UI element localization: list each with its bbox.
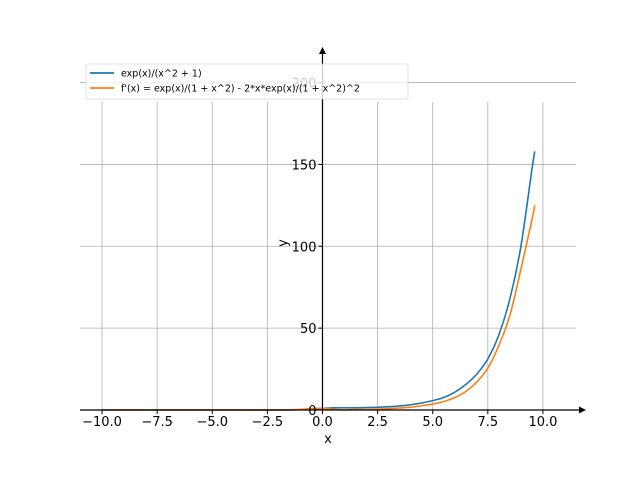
grid [80,82,576,411]
series-line-f [102,151,536,411]
y-tick-label: 50 [300,322,317,337]
x-tick-label: 2.5 [367,415,388,430]
x-tick-label: −2.5 [252,415,284,430]
x-tick-label: −5.0 [196,415,228,430]
legend-label: f'(x) = exp(x)/(1 + x^2) - 2*x*exp(x)/(1… [121,84,360,95]
y-tick-label: 150 [292,158,317,173]
series-line-fprime [102,205,536,411]
x-tick-label: −7.5 [141,415,173,430]
x-tick-label: −10.0 [82,415,122,430]
series-layer [102,151,536,411]
y-axis-arrow [318,47,326,54]
x-axis-label: x [324,432,332,447]
ticks: −10.0 −7.5 −5.0 −2.5 0.0 2.5 5.0 7.5 10.0 0 50 100 1… [82,77,557,430]
legend: exp(x)/(x^2 + 1) f'(x) = exp(x)/(1 + x^2)… [85,63,409,100]
legend-box [85,63,409,100]
legend-label: exp(x)/(x^2 + 1) [121,69,202,80]
y-axis-label: y [276,239,291,247]
x-tick-label: 0.0 [312,415,333,430]
x-tick-label: 10.0 [528,415,557,430]
y-tick-label: 100 [292,240,317,255]
x-tick-label: 7.5 [477,415,498,430]
x-axis-arrow [579,406,586,414]
y-tick-label: 0 [308,404,316,419]
x-tick-label: 5.0 [422,415,443,430]
axes [80,47,586,414]
